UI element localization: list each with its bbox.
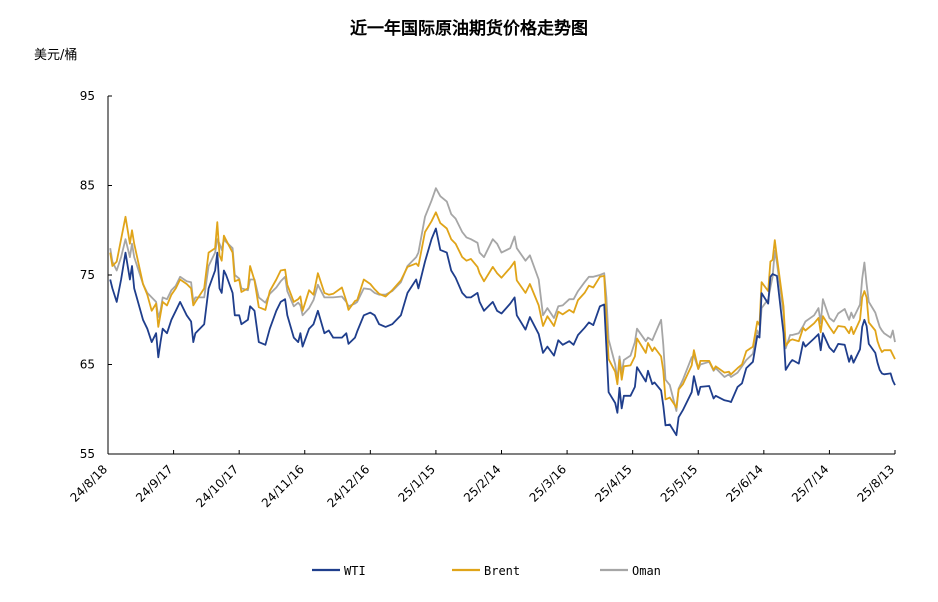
legend-label: Brent bbox=[484, 564, 520, 578]
legend-item-oman: Oman bbox=[600, 564, 661, 578]
y-tick-label: 95 bbox=[80, 89, 95, 103]
legend-item-wti: WTI bbox=[312, 564, 366, 578]
x-tick-label: 25/3/16 bbox=[527, 462, 570, 505]
y-tick-label: 65 bbox=[80, 358, 95, 372]
x-tick-label: 25/8/13 bbox=[855, 462, 898, 505]
series-lines bbox=[109, 187, 896, 437]
legend-item-brent: Brent bbox=[452, 564, 520, 578]
y-tick-label: 75 bbox=[80, 268, 95, 282]
x-tick-label: 24/8/18 bbox=[68, 462, 111, 505]
x-tick-label: 25/6/14 bbox=[723, 462, 766, 505]
x-tick-label: 24/9/17 bbox=[133, 462, 176, 505]
x-tick-label: 25/7/14 bbox=[789, 462, 832, 505]
legend-label: WTI bbox=[344, 564, 366, 578]
x-tick-label: 25/4/15 bbox=[592, 462, 635, 505]
x-tick-label: 25/2/14 bbox=[461, 462, 504, 505]
y-tick-label: 55 bbox=[80, 447, 95, 461]
y-axis-unit-label: 美元/桶 bbox=[34, 48, 78, 63]
series-line-brent bbox=[109, 211, 896, 409]
series-line-oman bbox=[109, 187, 896, 412]
x-tick-label: 25/5/15 bbox=[658, 462, 701, 505]
x-tick-label: 24/10/17 bbox=[193, 462, 241, 510]
chart-title: 近一年国际原油期货价格走势图 bbox=[350, 19, 588, 39]
y-tick-label: 85 bbox=[80, 179, 95, 193]
legend-label: Oman bbox=[632, 564, 661, 578]
x-tick-label: 25/1/15 bbox=[395, 462, 438, 505]
x-tick-label: 24/12/16 bbox=[324, 462, 372, 510]
legend: WTI Brent Oman bbox=[312, 564, 661, 578]
x-tick-label: 24/11/16 bbox=[259, 462, 307, 510]
series-line-wti bbox=[109, 227, 896, 437]
